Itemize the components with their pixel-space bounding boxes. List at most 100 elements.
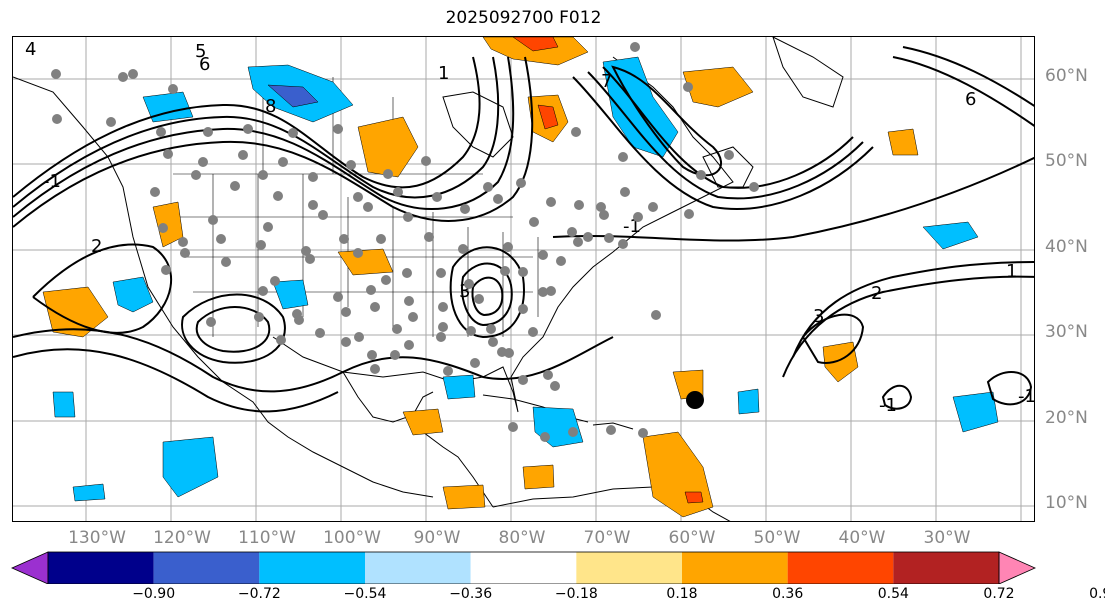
station-dot [403,212,413,222]
colorbar-extend-high [998,551,1036,584]
lon-label: 30°W [923,528,971,548]
contour-label: 3 [459,281,470,302]
station-dot [508,422,518,432]
lon-label: 90°W [413,528,461,548]
station-dot [528,327,538,337]
station-dot [518,304,528,314]
station-dot [464,279,474,289]
station-dot [354,332,364,342]
station-dot [724,150,734,160]
station-dot [270,276,280,286]
anomaly-negative-patch [112,276,154,313]
station-dot [366,285,376,295]
contour-line [461,262,513,327]
station-dot [404,340,414,350]
station-dot [339,234,349,244]
colorbar-tick-label: 0.18 [666,586,698,602]
station-dot [518,375,528,385]
station-dot [305,254,315,264]
colorbar-segment [787,552,894,584]
contour-line [32,243,172,334]
station-dot [258,286,268,296]
station-dot [620,187,630,197]
station-dot [483,182,493,192]
station-dot [604,233,614,243]
colorbar-tick-label: 0.72 [983,586,1015,602]
station-dot [538,287,548,297]
station-dot [393,187,403,197]
contour-label: 6 [965,89,976,110]
station-dot [383,169,393,179]
contour-label: 3 [813,306,824,327]
anomaly-strong-positive-patch [512,37,559,52]
station-dot [749,182,759,192]
contour-label: 5 [195,41,206,62]
colorbar-tick-label: 0.36 [772,586,804,602]
lat-label: 10°N [1045,493,1088,513]
anomaly-negative-patch [737,388,760,415]
station-dot [529,217,539,227]
station-dot [254,312,264,322]
contour-line [181,293,286,364]
greenland [772,37,844,108]
station-dot [540,432,550,442]
contour-line [587,71,864,200]
station-dot [599,210,609,220]
station-dot [488,337,498,347]
station-dot [156,127,166,137]
graticule [13,37,1034,521]
lon-label: 60°W [668,528,716,548]
station-dot [263,222,273,232]
station-dot [550,381,560,391]
station-dot [353,248,363,258]
contour-line [892,56,1034,127]
anomaly-positive-patch [442,484,486,510]
station-dot [376,234,386,244]
colorbar-tick-label: −0.18 [554,586,598,602]
contour-label: 1 [438,63,449,84]
station-dot [546,286,556,296]
station-dot [606,425,616,435]
anomaly-negative-patch [72,483,106,502]
contour-label: -1 [43,171,61,192]
station-dot [556,256,566,266]
station-dot [630,42,640,52]
mexico-coast [342,371,434,423]
station-dot [370,302,380,312]
lon-label: 110°W [238,528,296,548]
newfoundland [702,146,754,188]
station-dot [571,127,581,137]
station-dot [402,268,412,278]
station-dot [51,69,61,79]
map-canvas: 5 6 4 1 -1 2 3 -1 7 6 1 2 3 -1 -1 8 [13,37,1034,521]
station-dot [436,332,446,342]
station-dot [106,117,116,127]
station-dot [191,170,201,180]
station-dot [438,302,448,312]
station-dot [392,324,402,334]
anomaly-negative-patch [272,279,309,310]
station-dot [52,114,62,124]
colorbar-tick-label: −0.90 [132,586,176,602]
station-dot [516,178,526,188]
colorbar-tick-label: −0.36 [449,586,493,602]
anomaly-positive-patch [482,37,589,66]
station-dot [346,160,356,170]
station-dot [470,358,480,368]
hispaniola [592,422,634,430]
station-dot [432,192,442,202]
anomaly-negative-patch [442,374,476,400]
station-dot [568,427,578,437]
lat-label: 20°N [1045,408,1088,428]
station-dot [573,237,583,247]
station-dot [258,170,268,180]
station-dot [341,307,351,317]
station-dot [648,202,658,212]
contour-label-group: 5 6 4 1 -1 2 3 -1 7 6 1 2 3 -1 -1 8 [25,39,1034,416]
lat-label: 60°N [1045,66,1088,86]
colorbar-segment [365,552,471,584]
lon-label: 80°W [498,528,546,548]
contour-line [195,306,271,353]
station-dot [294,315,304,325]
station-dot [243,124,253,134]
